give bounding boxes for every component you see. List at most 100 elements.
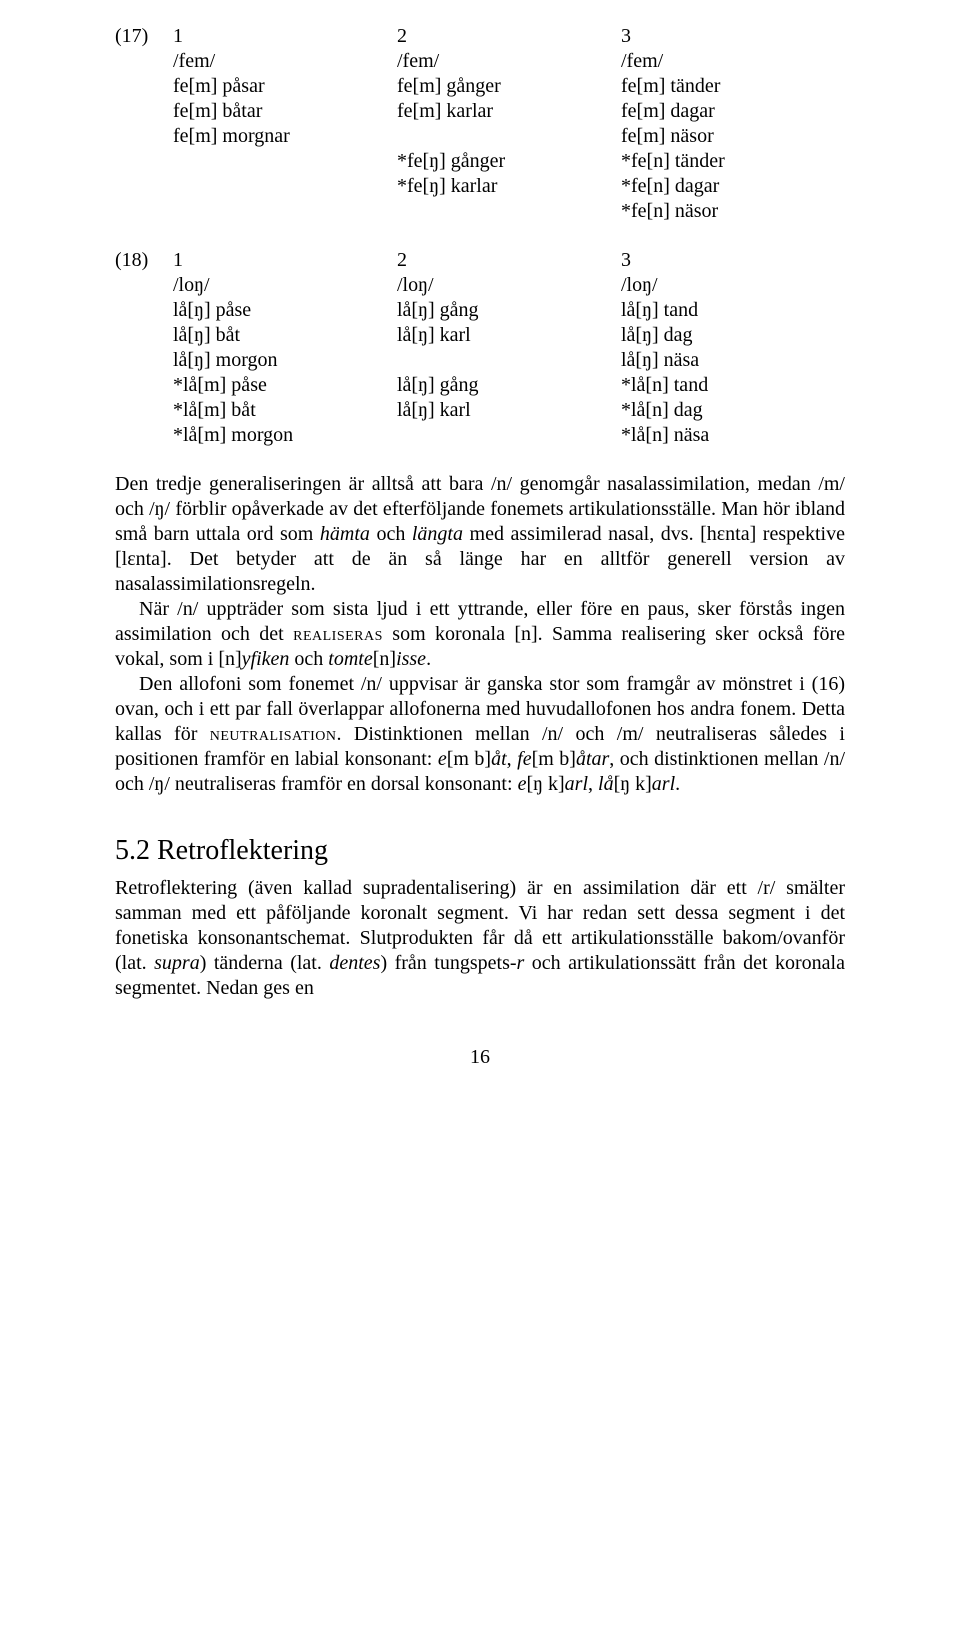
cell: *fe[ŋ] gånger bbox=[397, 149, 621, 174]
example-row: /fem/ /fem/ /fem/ bbox=[115, 49, 845, 74]
example-row: lå[ŋ] påse lå[ŋ] gång lå[ŋ] tand bbox=[115, 298, 845, 323]
text: [m b] bbox=[532, 748, 576, 770]
example-row: fe[m] påsar fe[m] gånger fe[m] tänder bbox=[115, 74, 845, 99]
cell bbox=[173, 199, 397, 224]
cell: *fe[n] tänder bbox=[621, 149, 845, 174]
text: [n] bbox=[373, 648, 396, 670]
cell: fe[m] tänder bbox=[621, 74, 845, 99]
cell: lå[ŋ] påse bbox=[173, 298, 397, 323]
text: [ŋ k] bbox=[526, 773, 564, 795]
cell: /loŋ/ bbox=[397, 273, 621, 298]
example-row: *fe[ŋ] gånger *fe[n] tänder bbox=[115, 149, 845, 174]
italic: arl bbox=[652, 773, 675, 795]
cell bbox=[173, 174, 397, 199]
italic: fe bbox=[517, 748, 531, 770]
col-header: 2 bbox=[397, 24, 621, 49]
example-row: lå[ŋ] morgon lå[ŋ] näsa bbox=[115, 348, 845, 373]
italic: tomte bbox=[328, 648, 372, 670]
example-row: /loŋ/ /loŋ/ /loŋ/ bbox=[115, 273, 845, 298]
text: [ŋ k] bbox=[614, 773, 652, 795]
cell: fe[m] påsar bbox=[173, 74, 397, 99]
text: [m b] bbox=[447, 748, 491, 770]
cell bbox=[397, 199, 621, 224]
example-row: *fe[ŋ] karlar *fe[n] dagar bbox=[115, 174, 845, 199]
page-number: 16 bbox=[115, 1045, 845, 1070]
cell: lå[ŋ] karl bbox=[397, 323, 621, 348]
text: , bbox=[588, 773, 598, 795]
example-number: (17) bbox=[115, 24, 173, 49]
section-heading: 5.2 Retroflektering bbox=[115, 833, 845, 868]
cell bbox=[173, 149, 397, 174]
cell: *fe[ŋ] karlar bbox=[397, 174, 621, 199]
text: ) från tungspets- bbox=[380, 952, 516, 974]
italic: yfiken bbox=[242, 648, 290, 670]
cell bbox=[397, 348, 621, 373]
example-row: lå[ŋ] båt lå[ŋ] karl lå[ŋ] dag bbox=[115, 323, 845, 348]
small-caps: neutralisation bbox=[210, 723, 337, 745]
italic: åt bbox=[491, 748, 507, 770]
example-row: fe[m] båtar fe[m] karlar fe[m] dagar bbox=[115, 99, 845, 124]
italic: isse bbox=[396, 648, 426, 670]
example-18: (18) 1 2 3 /loŋ/ /loŋ/ /loŋ/ lå[ŋ] påse … bbox=[115, 248, 845, 448]
cell: *lå[n] näsa bbox=[621, 423, 845, 448]
text: . bbox=[675, 773, 680, 795]
cell: /loŋ/ bbox=[621, 273, 845, 298]
italic: supra bbox=[154, 952, 200, 974]
text: . bbox=[426, 648, 431, 670]
cell: lå[ŋ] morgon bbox=[173, 348, 397, 373]
cell: fe[m] gånger bbox=[397, 74, 621, 99]
small-caps: realiseras bbox=[293, 623, 383, 645]
example-row: *lå[m] båt lå[ŋ] karl *lå[n] dag bbox=[115, 398, 845, 423]
cell: *fe[n] näsor bbox=[621, 199, 845, 224]
example-number: (18) bbox=[115, 248, 173, 273]
cell: lå[ŋ] näsa bbox=[621, 348, 845, 373]
cell: /fem/ bbox=[397, 49, 621, 74]
cell: lå[ŋ] båt bbox=[173, 323, 397, 348]
col-header: 2 bbox=[397, 248, 621, 273]
cell: lå[ŋ] karl bbox=[397, 398, 621, 423]
cell: fe[m] dagar bbox=[621, 99, 845, 124]
example-17: (17) 1 2 3 /fem/ /fem/ /fem/ fe[m] påsar… bbox=[115, 24, 845, 224]
example-header-row: (17) 1 2 3 bbox=[115, 24, 845, 49]
cell: lå[ŋ] gång bbox=[397, 373, 621, 398]
cell: /fem/ bbox=[173, 49, 397, 74]
cell: *lå[m] båt bbox=[173, 398, 397, 423]
cell: *lå[m] påse bbox=[173, 373, 397, 398]
cell: lå[ŋ] tand bbox=[621, 298, 845, 323]
example-row: fe[m] morgnar fe[m] näsor bbox=[115, 124, 845, 149]
cell: fe[m] båtar bbox=[173, 99, 397, 124]
cell: /loŋ/ bbox=[173, 273, 397, 298]
col-header: 1 bbox=[173, 248, 397, 273]
page: (17) 1 2 3 /fem/ /fem/ /fem/ fe[m] påsar… bbox=[0, 0, 960, 1110]
cell bbox=[397, 423, 621, 448]
paragraph: Retroflektering (även kallad supradental… bbox=[115, 876, 845, 1001]
cell: lå[ŋ] gång bbox=[397, 298, 621, 323]
text: och bbox=[370, 523, 412, 545]
italic: arl bbox=[565, 773, 588, 795]
text: och bbox=[289, 648, 328, 670]
italic: dentes bbox=[329, 952, 380, 974]
cell: fe[m] näsor bbox=[621, 124, 845, 149]
col-header: 3 bbox=[621, 24, 845, 49]
cell: *lå[n] dag bbox=[621, 398, 845, 423]
example-row: *fe[n] näsor bbox=[115, 199, 845, 224]
cell: fe[m] karlar bbox=[397, 99, 621, 124]
example-header-row: (18) 1 2 3 bbox=[115, 248, 845, 273]
paragraph: Den allofoni som fonemet /n/ uppvisar är… bbox=[115, 672, 845, 797]
col-header: 3 bbox=[621, 248, 845, 273]
paragraph: Den tredje generaliseringen är alltså at… bbox=[115, 472, 845, 597]
cell: *lå[m] morgon bbox=[173, 423, 397, 448]
text: ) tänderna (lat. bbox=[200, 952, 330, 974]
cell bbox=[397, 124, 621, 149]
cell: /fem/ bbox=[621, 49, 845, 74]
example-row: *lå[m] morgon *lå[n] näsa bbox=[115, 423, 845, 448]
italic: hämta bbox=[320, 523, 370, 545]
paragraph: När /n/ uppträder som sista ljud i ett y… bbox=[115, 597, 845, 672]
text: , bbox=[507, 748, 517, 770]
col-header: 1 bbox=[173, 24, 397, 49]
cell: fe[m] morgnar bbox=[173, 124, 397, 149]
cell: *lå[n] tand bbox=[621, 373, 845, 398]
italic: längta bbox=[412, 523, 463, 545]
cell: *fe[n] dagar bbox=[621, 174, 845, 199]
cell: lå[ŋ] dag bbox=[621, 323, 845, 348]
